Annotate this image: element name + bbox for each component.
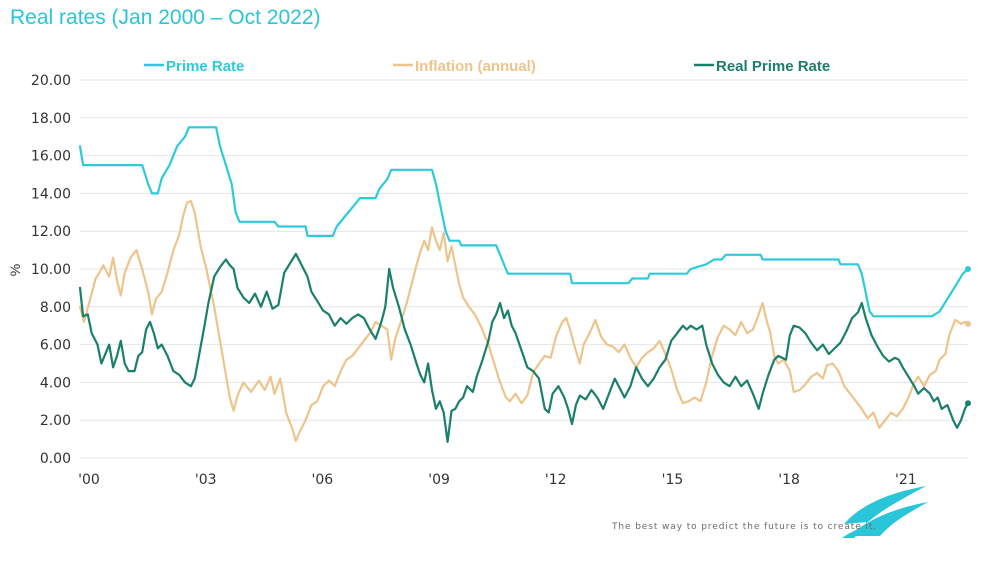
- y-tick-label: 18.00: [31, 111, 71, 127]
- x-tick-label: '09: [428, 472, 450, 488]
- legend-label: Inflation (annual): [415, 58, 536, 75]
- company-logo-icon: [842, 486, 928, 538]
- series-line-inflation-annual: [78, 199, 970, 443]
- y-axis-label: %: [7, 264, 23, 276]
- y-tick-label: 14.00: [31, 186, 71, 202]
- x-tick-label: '15: [662, 472, 684, 488]
- series-lines: [78, 126, 971, 443]
- y-tick-label: 10.00: [31, 262, 71, 278]
- x-tick-label: '12: [545, 472, 567, 488]
- y-tick-label: 2.00: [40, 413, 71, 429]
- x-tick-label: '18: [778, 472, 800, 488]
- x-tick-label: '03: [195, 472, 217, 488]
- page-title: Real rates (Jan 2000 – Oct 2022): [10, 6, 321, 29]
- x-axis: '00 '03 '06 '09 '12 '15 '18 '21: [78, 472, 916, 488]
- y-tick-label: 6.00: [40, 338, 71, 354]
- legend-label: Real Prime Rate: [716, 58, 830, 75]
- y-tick-label: 4.00: [40, 375, 71, 391]
- y-axis: 0.00 2.00 4.00 6.00 8.00 10.00 12.00 14.00 16.00…: [31, 73, 71, 467]
- y-tick-label: 0.00: [40, 451, 71, 467]
- series-line-prime-rate: [78, 126, 970, 318]
- y-tick-label: 12.00: [31, 224, 71, 240]
- legend: Prime Rate Inflation (annual) Real Prime R…: [144, 58, 830, 75]
- gridlines: [80, 79, 968, 459]
- y-tick-label: 16.00: [31, 149, 71, 165]
- x-tick-label: '21: [895, 472, 917, 488]
- series-end-marker: [965, 266, 971, 272]
- series-line-real-prime-rate: [78, 252, 970, 443]
- tagline: The best way to predict the future is to…: [612, 522, 877, 532]
- series-end-marker: [965, 400, 971, 407]
- series-end-marker: [965, 320, 971, 327]
- y-tick-label: 20.00: [31, 73, 71, 89]
- x-tick-label: '00: [78, 472, 100, 488]
- x-tick-label: '06: [312, 472, 334, 488]
- legend-label: Prime Rate: [166, 58, 244, 75]
- y-tick-label: 8.00: [40, 300, 71, 316]
